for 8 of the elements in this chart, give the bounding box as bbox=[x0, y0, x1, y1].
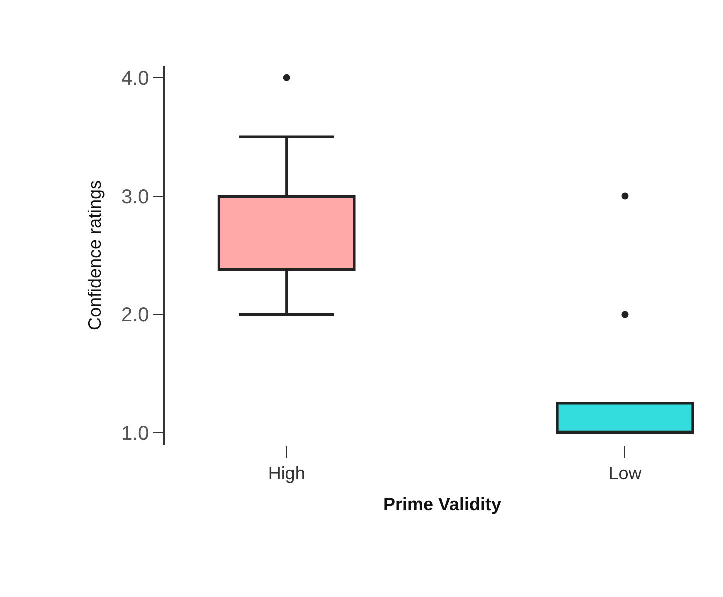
y-tick-label: 2.0 bbox=[121, 304, 150, 327]
y-axis-title: Confidence ratings bbox=[85, 180, 106, 331]
y-tick-label: 4.0 bbox=[121, 68, 150, 90]
y-tick-label: 1.0 bbox=[121, 423, 150, 446]
x-axis-title: Prime Validity bbox=[383, 494, 502, 515]
x-tick-label: High bbox=[268, 464, 306, 484]
y-tick-label: 3.0 bbox=[121, 186, 150, 208]
x-tick-label: Low bbox=[608, 464, 643, 484]
